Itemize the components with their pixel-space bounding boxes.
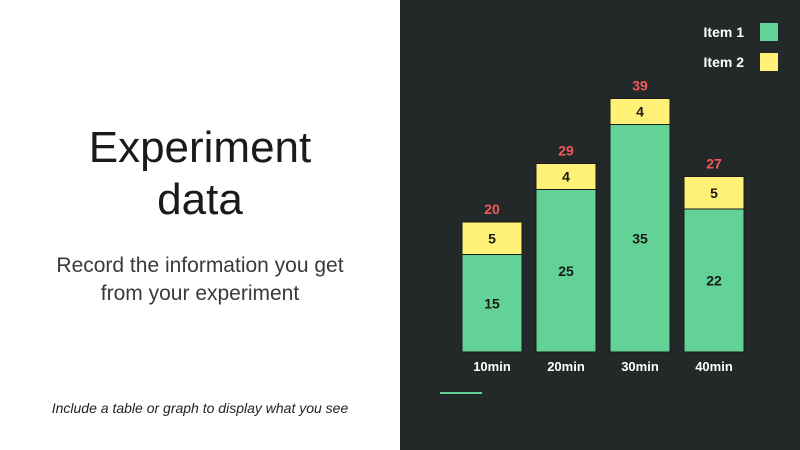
slide-title-line-1: Experiment xyxy=(88,123,312,172)
bar-segment-item-1-30min xyxy=(609,124,671,353)
bar-value-label: 22 xyxy=(706,273,722,289)
x-tick-label: 30min xyxy=(621,359,659,374)
bar-value-label: 25 xyxy=(558,263,574,279)
chart-panel: 15 5 20 10min 25 4 29 20min 35 4 39 30min 22 5 27 40min… xyxy=(400,0,800,450)
bar-segment-item-2-10min xyxy=(461,221,523,255)
bar-total-label: 29 xyxy=(558,143,574,159)
bar-value-label: 35 xyxy=(632,230,648,246)
slide-title: Experiment data xyxy=(0,122,400,226)
legend-swatch xyxy=(760,23,778,41)
x-tick-label: 10min xyxy=(473,359,511,374)
slide-subtitle-line-1: Record the information you get xyxy=(56,254,344,277)
bar-total-label: 20 xyxy=(484,201,500,217)
bar-value-label: 4 xyxy=(636,104,644,120)
bar-segment-item-2-40min xyxy=(683,176,745,210)
bar-value-label: 15 xyxy=(484,295,500,311)
bar-total-label: 27 xyxy=(706,156,722,172)
legend-swatch xyxy=(760,53,778,71)
bar-total-label: 39 xyxy=(632,78,648,94)
bar-segment-item-1-40min xyxy=(683,208,745,353)
slide-title-line-2: data xyxy=(157,175,243,224)
slide-note: Include a table or graph to display what… xyxy=(51,400,349,416)
x-tick-label: 40min xyxy=(695,359,733,374)
accent-line xyxy=(440,392,482,394)
stacked-bar-chart: 15 5 20 10min 25 4 29 20min 35 4 39 30min 22 5 27 40min… xyxy=(461,23,778,374)
slide-text-panel: Experiment data Record the information y… xyxy=(0,122,400,416)
slide-subtitle: Record the information you get from your… xyxy=(20,252,380,308)
bar-value-label: 4 xyxy=(562,169,570,185)
bar-segment-item-1-10min xyxy=(461,254,523,353)
legend-label: Item 1 xyxy=(704,24,745,40)
slide-subtitle-line-2: from your experiment xyxy=(100,282,300,305)
x-tick-label: 20min xyxy=(547,359,585,374)
bar-segment-item-2-30min xyxy=(609,98,671,125)
legend-label: Item 2 xyxy=(704,54,745,70)
bar-value-label: 5 xyxy=(488,230,496,246)
bar-value-label: 5 xyxy=(710,185,718,201)
bar-segment-item-2-20min xyxy=(535,163,597,190)
